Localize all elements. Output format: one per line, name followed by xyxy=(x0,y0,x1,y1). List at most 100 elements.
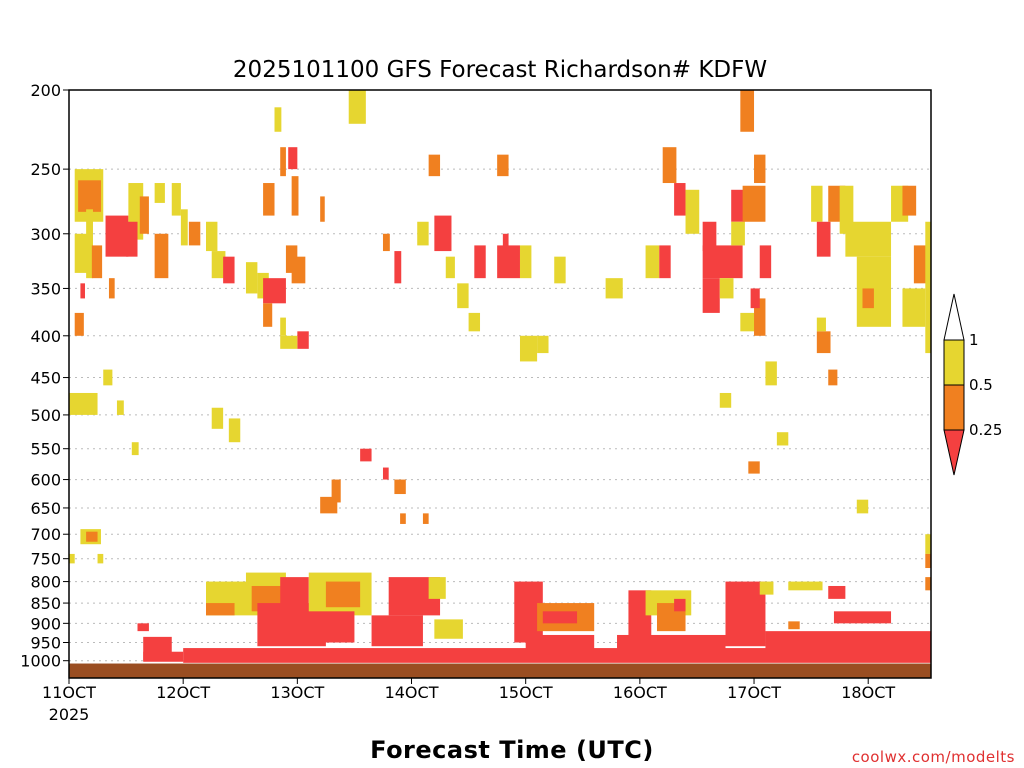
heatmap-cell xyxy=(662,147,677,184)
heatmap-cell xyxy=(816,221,831,257)
heatmap-cell xyxy=(400,513,406,524)
x-axis: 11OCT 2025 12OCT 13OCT 14OCT 15OCT 16OCT 17OCT 1… xyxy=(42,678,895,724)
heatmap-cell xyxy=(280,147,286,177)
heatmap-cell xyxy=(126,221,138,257)
heatmap-cell xyxy=(211,251,226,279)
heatmap-cell xyxy=(925,553,931,569)
heatmap-cell xyxy=(86,209,93,279)
heatmap-cell xyxy=(474,245,486,279)
legend-label: 1 xyxy=(969,331,979,349)
heatmap-cell xyxy=(206,221,218,252)
y-tick-label: 250 xyxy=(30,160,61,179)
y-tick-label: 900 xyxy=(30,614,61,633)
heatmap-cell xyxy=(833,611,892,624)
heatmap-cell xyxy=(371,615,423,647)
heatmap-cell xyxy=(725,581,766,647)
heatmap-cell xyxy=(731,221,745,246)
heatmap-cell xyxy=(519,335,538,362)
heatmap-cell xyxy=(86,531,98,542)
x-axis-title: Forecast Time (UTC) xyxy=(370,736,654,764)
heatmap-cell xyxy=(80,283,85,299)
heatmap-cell xyxy=(913,245,928,284)
heatmap-cell xyxy=(154,233,169,279)
heatmap-cell xyxy=(69,392,98,415)
x-tick-label: 18OCT xyxy=(841,683,895,702)
x-tick-label: 16OCT xyxy=(613,683,667,702)
heatmap-cell xyxy=(554,256,566,284)
heatmap-cell xyxy=(263,183,275,216)
heatmap-cell xyxy=(702,245,743,279)
heatmap-cell xyxy=(702,221,717,252)
heatmap-cell xyxy=(925,577,931,591)
y-tick-label: 600 xyxy=(30,471,61,490)
heatmap-cell xyxy=(180,209,188,246)
y-tick-label: 350 xyxy=(30,279,61,298)
x-tick-label: 11OCT xyxy=(42,683,96,702)
heatmap-cell xyxy=(139,196,149,234)
colorbar-legend: 1 0.5 0.25 xyxy=(943,293,1002,476)
heatmap-cell xyxy=(74,312,84,336)
heatmap-cell xyxy=(719,392,732,408)
heatmap-cell xyxy=(902,288,926,327)
heatmap-cell xyxy=(116,400,124,415)
heatmap-cell xyxy=(108,278,115,299)
heatmap-cell xyxy=(422,513,429,524)
heatmap-cell xyxy=(143,651,184,662)
y-tick-label: 1000 xyxy=(20,652,61,671)
legend-swatch-top xyxy=(943,293,965,341)
heatmap-cell xyxy=(382,467,389,480)
heatmap-cell xyxy=(828,369,838,386)
heatmap-cell xyxy=(154,183,165,203)
heatmap-cell xyxy=(288,147,298,170)
heatmap-cell xyxy=(925,534,931,554)
y-tick-label: 450 xyxy=(30,369,61,388)
x-tick-label: 13OCT xyxy=(270,683,324,702)
heatmap-cell xyxy=(702,278,720,313)
heatmap-cell xyxy=(131,442,139,456)
heatmap-cell xyxy=(902,185,917,216)
heatmap-cell xyxy=(245,262,258,294)
legend-swatch xyxy=(943,384,965,431)
heatmap-cell xyxy=(765,361,777,386)
heatmap-cell xyxy=(788,581,823,591)
heatmap-cell xyxy=(348,90,366,124)
heatmap-cell xyxy=(394,479,406,495)
plot-frame xyxy=(68,89,932,679)
heatmap-cell xyxy=(759,581,774,595)
legend-label: 0.25 xyxy=(969,421,1002,439)
heatmap-cell xyxy=(428,154,441,177)
heatmap-cell xyxy=(211,407,224,429)
heatmap-cell xyxy=(754,298,766,336)
heatmap-cell xyxy=(382,233,390,252)
heatmap-cell xyxy=(925,221,931,354)
heatmap-cell xyxy=(685,189,700,234)
heatmap-cell xyxy=(468,312,481,332)
heatmap-cell xyxy=(263,303,273,327)
x-tick-label: 15OCT xyxy=(499,683,553,702)
x-tick-sublabel: 2025 xyxy=(49,705,90,724)
heatmap-cell xyxy=(171,183,181,216)
y-tick-label: 700 xyxy=(30,525,61,544)
heatmap-cell xyxy=(91,245,103,279)
x-tick-label: 12OCT xyxy=(156,683,210,702)
heatmap-cell xyxy=(188,221,201,246)
heatmap-cell xyxy=(845,221,892,257)
heatmap-cell xyxy=(97,553,104,564)
heatmap-cell xyxy=(740,90,755,132)
heatmap-cell xyxy=(331,479,341,503)
heatmap-cell xyxy=(759,245,772,279)
legend-swatch xyxy=(943,339,965,386)
y-tick-label: 200 xyxy=(30,81,61,100)
y-tick-label: 550 xyxy=(30,440,61,459)
heatmap-cell xyxy=(750,288,760,309)
y-tick-label: 400 xyxy=(30,327,61,346)
heatmap-cell xyxy=(206,603,235,616)
heatmap-cell xyxy=(674,598,686,612)
heatmap-cell xyxy=(748,461,760,474)
heatmap-cell xyxy=(303,611,355,643)
heatmap-cell xyxy=(434,619,463,639)
heatmap-cell xyxy=(280,335,298,349)
y-tick-label: 850 xyxy=(30,594,61,613)
x-tick-label: 14OCT xyxy=(385,683,439,702)
